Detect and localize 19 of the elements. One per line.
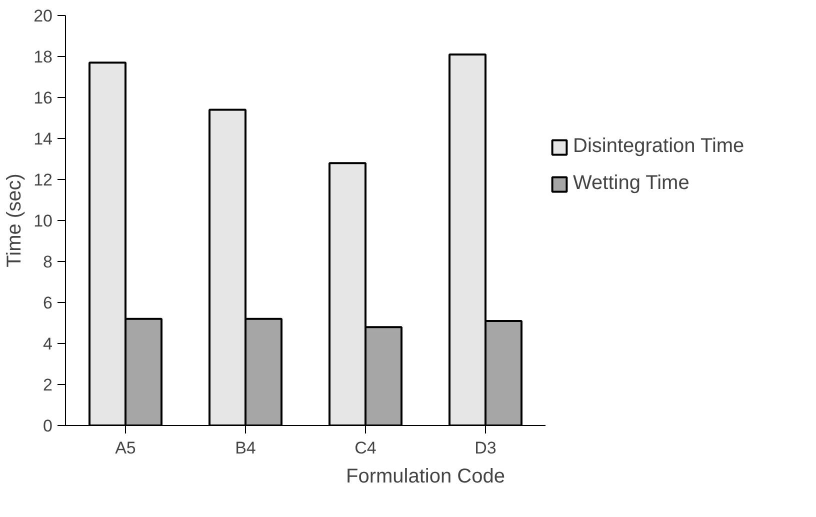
x-tick-label: D3 [474,438,496,458]
x-axis-title: Formulation Code [346,466,505,488]
y-axis-title: Time (sec) [4,174,26,268]
y-tick-label: 8 [43,252,53,272]
y-tick-label: 14 [34,130,53,148]
y-tick-label: 4 [43,334,53,354]
y-tick-label: 20 [34,6,53,26]
y-tick-label: 0 [43,416,53,436]
x-tick-label: A5 [115,438,136,458]
legend-label: Wetting Time [573,172,690,195]
legend-label: Disintegration Time [573,135,744,158]
y-tick-label: 16 [34,88,53,108]
x-tick-label: B4 [235,438,256,458]
y-tick-label: 10 [34,212,53,230]
y-tick-label: 6 [43,294,53,312]
y-tick-label: 18 [34,48,53,66]
x-tick-label: C4 [354,438,376,458]
y-tick-label: 2 [43,376,53,394]
y-tick-label: 12 [34,170,53,190]
